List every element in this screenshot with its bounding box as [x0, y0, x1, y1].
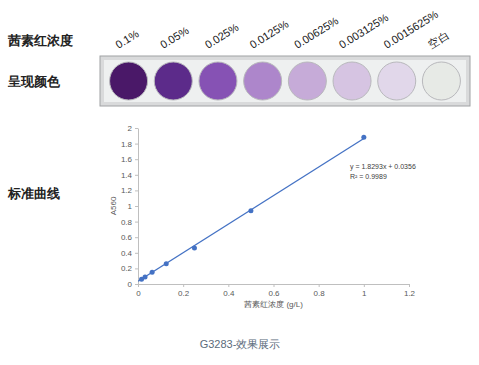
tick: 0.2 — [178, 284, 190, 298]
tick: 0.8 — [314, 284, 326, 298]
tick-label: 1.4 — [121, 171, 133, 180]
tick: 0 — [128, 280, 138, 289]
tick-label: 2 — [128, 124, 133, 133]
well — [333, 62, 371, 100]
tick: 1 — [128, 202, 138, 211]
page: 茜素红浓度呈现颜色标准曲线 0.1% 0.05% 0.025%0.0125%0.006… — [0, 0, 479, 365]
tick: 0.4 — [223, 284, 235, 298]
tick-mark — [135, 284, 138, 285]
tick-mark — [319, 284, 320, 287]
concentration-label: 0.025% — [203, 21, 241, 51]
well — [422, 62, 460, 100]
tick-label: 1.2 — [121, 186, 133, 195]
tick-label: 0.4 — [121, 249, 133, 258]
y-axis-title: A560 — [109, 196, 118, 215]
tick-mark — [364, 284, 365, 287]
annotation: y = 1.8293x + 0.0356 — [350, 163, 416, 171]
tick: 0.4 — [121, 249, 138, 258]
concentration-label: 0.1% — [113, 27, 141, 51]
tick-mark — [135, 128, 138, 129]
tick-label: 0.6 — [121, 233, 133, 242]
concentration-label: 0.0125% — [247, 17, 290, 50]
well — [199, 62, 237, 100]
x-axis-title: 茜素红浓度 (g/L) — [244, 300, 303, 309]
tick-label: 0.8 — [121, 218, 133, 227]
trend-line — [138, 139, 364, 282]
row-label: 呈现颜色 — [7, 74, 61, 89]
annotation: R² = 0.9989 — [350, 173, 387, 180]
tick-mark — [135, 268, 138, 269]
well — [244, 62, 282, 100]
tick-label: 0 — [136, 289, 141, 298]
well — [378, 62, 416, 100]
tick: 1.8 — [121, 140, 138, 149]
tick-label: 1 — [128, 202, 133, 211]
tick-mark — [274, 284, 275, 287]
tick: 0.2 — [121, 264, 138, 273]
tick-mark — [409, 284, 410, 287]
tick: 0.8 — [121, 218, 138, 227]
concentration-label: 0.00625% — [292, 14, 341, 51]
well — [288, 62, 326, 100]
concentration-label: 0.05% — [158, 24, 191, 51]
y-axis: 0 0.2 0.4 0.6 0.8 1 1.2 1.4 1.6 1.8 2 — [121, 124, 139, 289]
axis-line — [138, 129, 139, 285]
well — [110, 62, 148, 100]
tick-label: 0.2 — [121, 264, 133, 273]
tick-mark — [135, 144, 138, 145]
tick: 1.2 — [404, 284, 416, 298]
tick-label: 0.4 — [223, 289, 235, 298]
row-label: 茜素红浓度 — [7, 33, 73, 48]
plate — [100, 56, 470, 106]
well — [154, 62, 192, 100]
plate-inner — [104, 60, 466, 102]
concentration-label: 空白 — [426, 29, 451, 51]
tick-mark — [228, 284, 229, 287]
tick-mark — [135, 175, 138, 176]
tick-label: 0.6 — [268, 289, 280, 298]
tick-label: 1.6 — [121, 155, 133, 164]
tick: 0.6 — [268, 284, 280, 298]
tick: 0.6 — [121, 233, 138, 242]
tick: 1.6 — [121, 155, 138, 164]
caption: G3283-效果展示 — [200, 338, 281, 350]
row-label: 标准曲线 — [7, 186, 60, 201]
plot-area — [138, 135, 366, 282]
x-axis: 0 0.2 0.4 0.6 0.8 1 1.2 — [136, 284, 415, 298]
wells — [110, 62, 461, 100]
tick: 1 — [362, 284, 367, 298]
tick-mark — [135, 190, 138, 191]
tick-label: 1.2 — [404, 289, 416, 298]
tick-mark — [135, 159, 138, 160]
tick-label: 0.8 — [314, 289, 326, 298]
tick: 1.2 — [121, 186, 138, 195]
tick-label: 1.8 — [121, 140, 133, 149]
tick-mark — [135, 222, 138, 223]
tick-mark — [183, 284, 184, 287]
tick: 1.4 — [121, 171, 138, 180]
tick-label: 1 — [362, 289, 367, 298]
tick-label: 0 — [128, 280, 133, 289]
tick-mark — [135, 253, 138, 254]
concentration-label: 0.003125% — [337, 11, 391, 51]
tick: 0 — [136, 284, 141, 298]
tick-label: 0.2 — [178, 289, 190, 298]
tick-mark — [135, 237, 138, 238]
tick-mark — [135, 206, 138, 207]
tick: 2 — [128, 124, 138, 133]
